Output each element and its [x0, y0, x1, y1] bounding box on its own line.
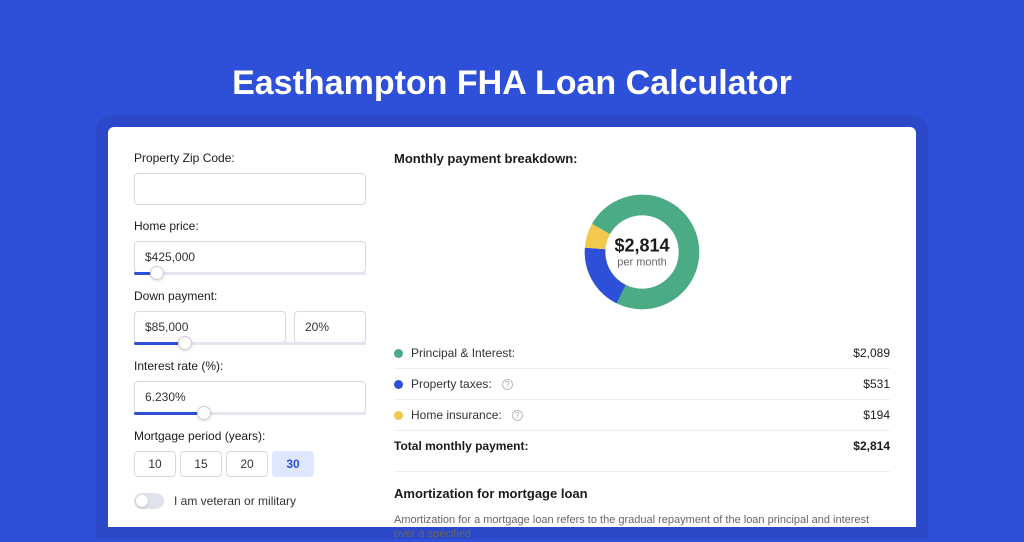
- interest-rate-slider[interactable]: [134, 412, 366, 415]
- legend-dot: [394, 380, 403, 389]
- info-icon[interactable]: ?: [512, 410, 523, 421]
- legend-value: $194: [863, 408, 890, 422]
- veteran-toggle[interactable]: [134, 493, 164, 509]
- breakdown-column: Monthly payment breakdown: $2,814 per mo…: [380, 151, 890, 503]
- down-payment-label: Down payment:: [134, 289, 366, 303]
- total-row: Total monthly payment: $2,814: [394, 430, 890, 461]
- home-price-block: Home price:: [134, 219, 366, 275]
- period-option-20[interactable]: 20: [226, 451, 268, 477]
- amortization-heading: Amortization for mortgage loan: [394, 486, 890, 501]
- mortgage-period-block: Mortgage period (years): 10152030: [134, 429, 366, 477]
- total-label: Total monthly payment:: [394, 439, 528, 453]
- breakdown-heading: Monthly payment breakdown:: [394, 151, 890, 166]
- home-price-label: Home price:: [134, 219, 366, 233]
- legend-row: Property taxes:? $531: [394, 368, 890, 399]
- legend-row: Principal & Interest: $2,089: [394, 338, 890, 368]
- home-price-input[interactable]: [134, 241, 366, 273]
- donut-center: $2,814 per month: [614, 236, 669, 269]
- zip-input[interactable]: [134, 173, 366, 205]
- down-payment-amount-input[interactable]: [134, 311, 286, 343]
- home-price-slider[interactable]: [134, 272, 366, 275]
- down-payment-percent-input[interactable]: [294, 311, 366, 343]
- interest-rate-label: Interest rate (%):: [134, 359, 366, 373]
- period-option-10[interactable]: 10: [134, 451, 176, 477]
- donut-amount: $2,814: [614, 236, 669, 257]
- period-option-15[interactable]: 15: [180, 451, 222, 477]
- zip-field-block: Property Zip Code:: [134, 151, 366, 205]
- legend-value: $2,089: [853, 346, 890, 360]
- donut-sub: per month: [614, 257, 669, 269]
- total-value: $2,814: [853, 439, 890, 453]
- interest-rate-block: Interest rate (%):: [134, 359, 366, 415]
- legend-dot: [394, 349, 403, 358]
- donut-chart-wrap: $2,814 per month: [394, 178, 890, 326]
- legend-label: Property taxes:: [411, 377, 492, 391]
- legend-dot: [394, 411, 403, 420]
- legend-value: $531: [863, 377, 890, 391]
- period-option-30[interactable]: 30: [272, 451, 314, 477]
- amortization-section: Amortization for mortgage loan Amortizat…: [394, 471, 890, 542]
- form-column: Property Zip Code: Home price: Down paym…: [134, 151, 380, 503]
- mortgage-period-label: Mortgage period (years):: [134, 429, 366, 443]
- down-payment-block: Down payment:: [134, 289, 366, 345]
- veteran-toggle-row: I am veteran or military: [134, 493, 366, 509]
- down-payment-slider-thumb[interactable]: [178, 336, 192, 350]
- calculator-card: Property Zip Code: Home price: Down paym…: [108, 127, 916, 527]
- legend-label: Home insurance:: [411, 408, 502, 422]
- donut-chart: $2,814 per month: [580, 190, 704, 314]
- down-payment-slider[interactable]: [134, 342, 366, 345]
- info-icon[interactable]: ?: [502, 379, 513, 390]
- page-title: Easthampton FHA Loan Calculator: [0, 0, 1024, 127]
- interest-rate-input[interactable]: [134, 381, 366, 413]
- veteran-label: I am veteran or military: [174, 494, 296, 508]
- interest-rate-slider-thumb[interactable]: [197, 406, 211, 420]
- amortization-text: Amortization for a mortgage loan refers …: [394, 513, 890, 542]
- zip-label: Property Zip Code:: [134, 151, 366, 165]
- legend-label: Principal & Interest:: [411, 346, 515, 360]
- legend-row: Home insurance:? $194: [394, 399, 890, 430]
- home-price-slider-thumb[interactable]: [150, 266, 164, 280]
